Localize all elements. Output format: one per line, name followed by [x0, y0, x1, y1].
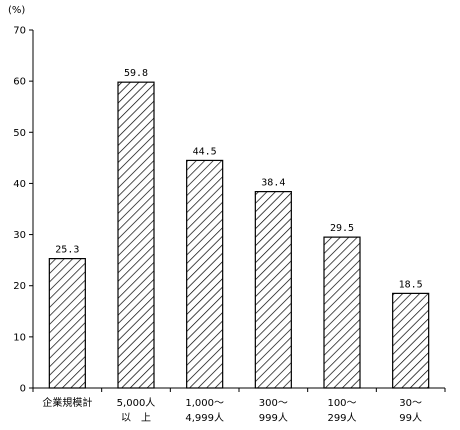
- bars: [48, 81, 430, 389]
- bar: [323, 236, 361, 389]
- data-label: 59.8: [124, 68, 148, 79]
- x-tick-label: 30～ 99人: [399, 398, 423, 424]
- y-tick-label: 30: [13, 230, 26, 241]
- y-tick-label: 20: [13, 281, 26, 292]
- axes: 0 10 20 30 40 50 60 70: [13, 26, 446, 395]
- x-tick-label: 100～ 299人: [327, 398, 357, 424]
- y-tick-label: 40: [13, 179, 26, 190]
- y-tick-label: 10: [13, 332, 26, 343]
- x-tick-label: 1,000～ 4,999人: [185, 398, 224, 424]
- value-labels: 25.3 59.8 44.5 38.4 29.5 18.5: [55, 68, 422, 290]
- x-tick-label: 企業規模計: [42, 398, 93, 409]
- bar: [117, 81, 155, 389]
- y-tick-label: 0: [20, 384, 26, 395]
- y-tick-label: 50: [13, 128, 26, 139]
- bar: [48, 258, 86, 389]
- x-tick-label: 300～ 999人: [258, 398, 288, 424]
- y-tick-label: 60: [13, 77, 26, 88]
- data-label: 25.3: [55, 245, 79, 256]
- bar: [392, 292, 430, 389]
- data-label: 29.5: [330, 223, 354, 234]
- data-label: 38.4: [261, 178, 285, 189]
- bar: [186, 159, 224, 389]
- data-label: 18.5: [399, 279, 423, 290]
- x-tick-label: 5,000人 以 上: [116, 398, 156, 424]
- bar: [254, 191, 292, 389]
- y-axis-unit-label: (%): [8, 5, 26, 16]
- y-tick-label: 70: [13, 26, 26, 37]
- data-label: 44.5: [193, 146, 217, 157]
